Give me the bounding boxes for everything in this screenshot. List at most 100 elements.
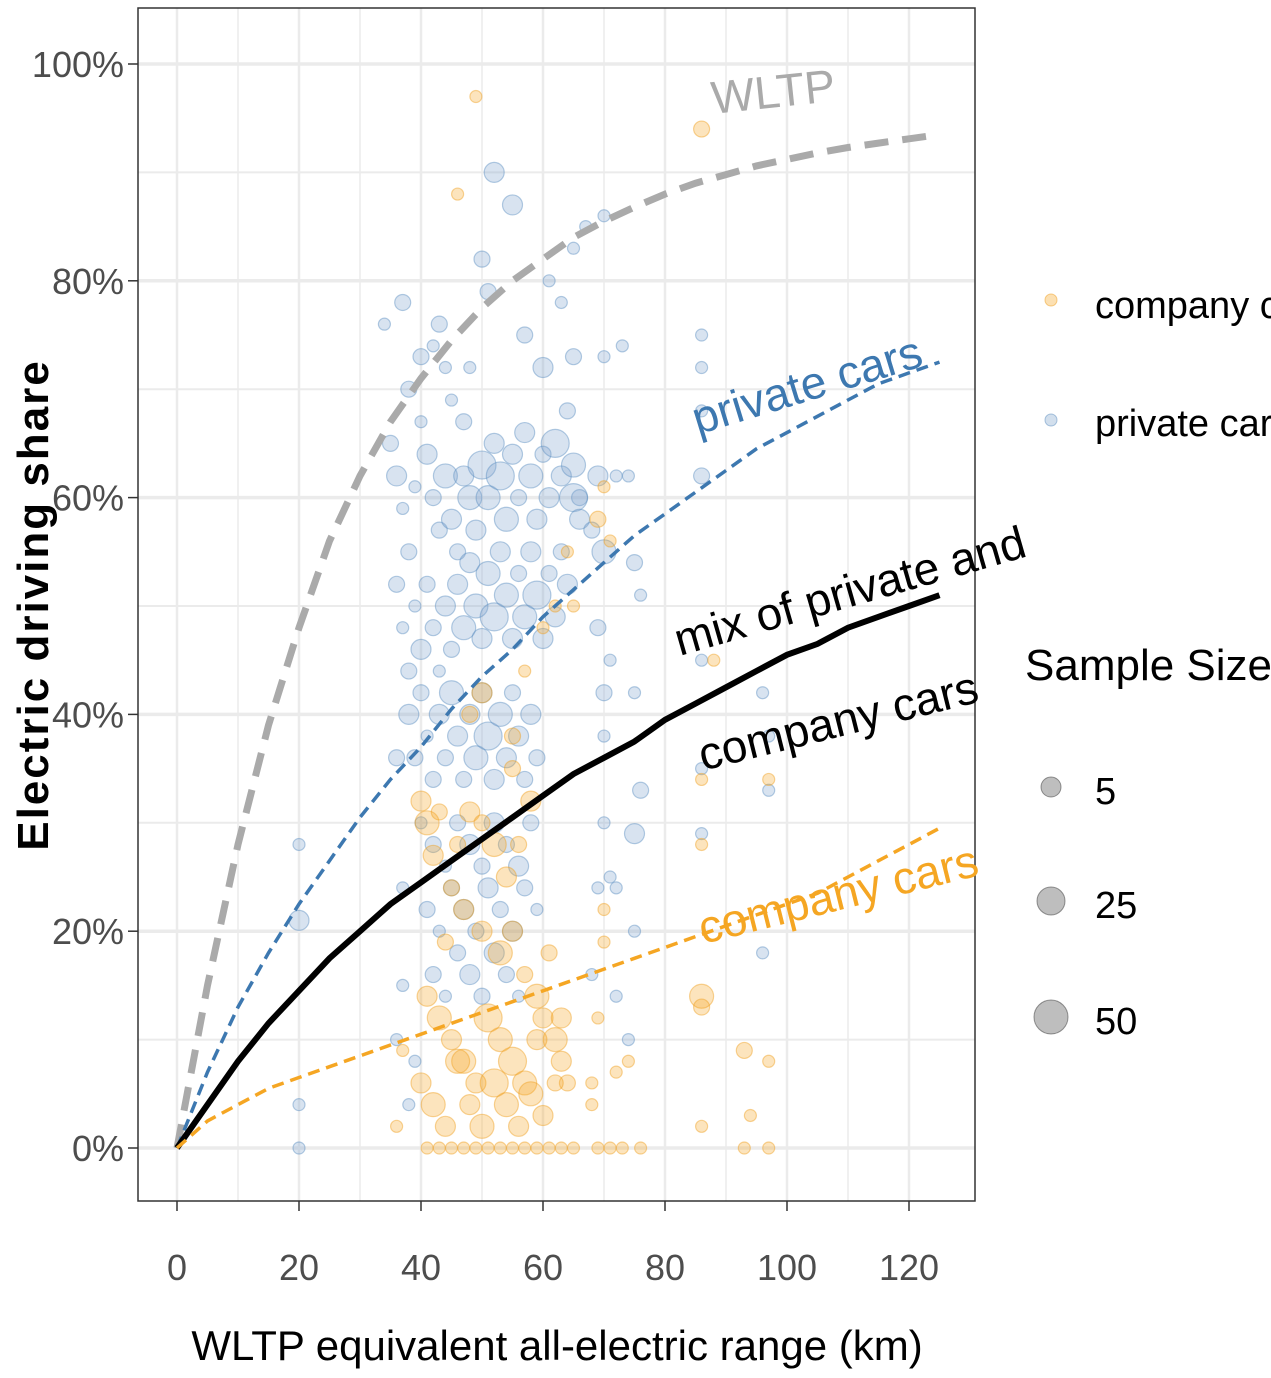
data-point	[471, 682, 493, 704]
data-point	[501, 194, 524, 216]
data-point	[461, 705, 479, 724]
data-point	[540, 564, 558, 583]
x-tick-label: 0	[167, 1247, 187, 1288]
data-point	[603, 870, 617, 884]
fit-curves	[173, 131, 941, 1150]
data-point	[564, 348, 583, 366]
data-point	[507, 1115, 530, 1137]
data-point	[532, 1007, 554, 1029]
data-point	[570, 489, 589, 507]
data-point	[558, 1074, 577, 1092]
data-point	[483, 768, 505, 791]
data-point	[487, 940, 513, 966]
data-point	[469, 1113, 495, 1139]
data-point	[426, 1005, 452, 1031]
y-tick-label: 40%	[52, 694, 124, 735]
data-point	[597, 729, 611, 743]
data-point	[447, 725, 469, 747]
data-point	[518, 664, 532, 678]
data-point	[493, 506, 519, 532]
data-point	[436, 749, 454, 767]
data-point	[762, 1141, 776, 1155]
data-point	[707, 653, 721, 667]
data-point	[591, 1011, 605, 1025]
data-point	[418, 575, 436, 593]
data-point	[692, 467, 711, 485]
data-point	[609, 989, 623, 1003]
data-point	[495, 866, 517, 888]
data-point	[390, 1119, 404, 1133]
data-point	[522, 580, 552, 610]
data-point	[430, 315, 448, 333]
data-point	[475, 485, 501, 511]
data-point	[516, 965, 534, 984]
data-point	[503, 684, 522, 702]
data-point	[471, 682, 493, 704]
data-point	[459, 1094, 481, 1116]
data-point	[597, 350, 611, 364]
data-point	[491, 900, 509, 919]
data-point	[445, 1048, 471, 1074]
data-point	[530, 1141, 544, 1155]
data-point	[516, 879, 534, 897]
data-point	[475, 560, 501, 587]
curve-mix-of-private-and-company-cars	[174, 592, 941, 1150]
data-point	[538, 487, 560, 509]
data-point	[459, 703, 481, 726]
legend-size-label-25: 25	[1095, 885, 1137, 927]
data-point	[410, 638, 432, 660]
data-point	[550, 1007, 572, 1029]
data-point	[438, 989, 452, 1003]
data-point	[459, 552, 481, 574]
curve-private-cars	[175, 360, 941, 1149]
data-point	[694, 360, 709, 375]
data-point	[434, 595, 456, 617]
curve-company-cars	[175, 826, 941, 1150]
legend-label-company: company cars	[1095, 285, 1271, 327]
data-point	[505, 1141, 520, 1155]
y-tick-label: 80%	[52, 261, 124, 302]
data-point	[483, 161, 505, 183]
grid	[138, 8, 975, 1201]
data-point	[497, 1046, 528, 1076]
data-point	[603, 1141, 617, 1155]
data-point	[597, 480, 611, 494]
data-point	[292, 837, 306, 852]
data-point	[497, 965, 515, 984]
data-point	[589, 510, 607, 528]
data-point	[416, 443, 438, 465]
data-point	[463, 360, 477, 375]
data-point	[481, 1141, 495, 1155]
data-point	[394, 293, 412, 312]
data-point	[432, 924, 446, 938]
data-point	[585, 1098, 599, 1112]
data-point	[597, 902, 611, 917]
data-point	[438, 680, 465, 706]
data-point	[694, 404, 709, 418]
data-point	[512, 604, 538, 630]
data-point	[597, 935, 611, 949]
data-point	[455, 413, 473, 431]
data-point	[501, 920, 524, 942]
legend-label-private: private cars	[1095, 403, 1271, 445]
plot-border	[137, 7, 976, 1202]
data-point	[509, 564, 528, 583]
y-tick-label: 100%	[32, 44, 124, 85]
data-point	[489, 541, 511, 563]
data-point	[542, 1141, 556, 1155]
scatter-points	[288, 89, 776, 1155]
data-point	[408, 480, 422, 494]
data-point	[540, 428, 570, 458]
data-point	[467, 450, 497, 480]
data-point	[762, 772, 776, 787]
data-point	[603, 653, 617, 667]
data-point	[518, 463, 544, 489]
x-axis-title: WLTP equivalent all-electric range (km)	[191, 1322, 922, 1369]
y-tick-label: 20%	[52, 911, 124, 952]
data-point	[406, 749, 424, 767]
data-point	[597, 816, 611, 830]
data-point	[609, 469, 623, 483]
data-point	[627, 924, 642, 938]
data-point	[424, 770, 442, 789]
